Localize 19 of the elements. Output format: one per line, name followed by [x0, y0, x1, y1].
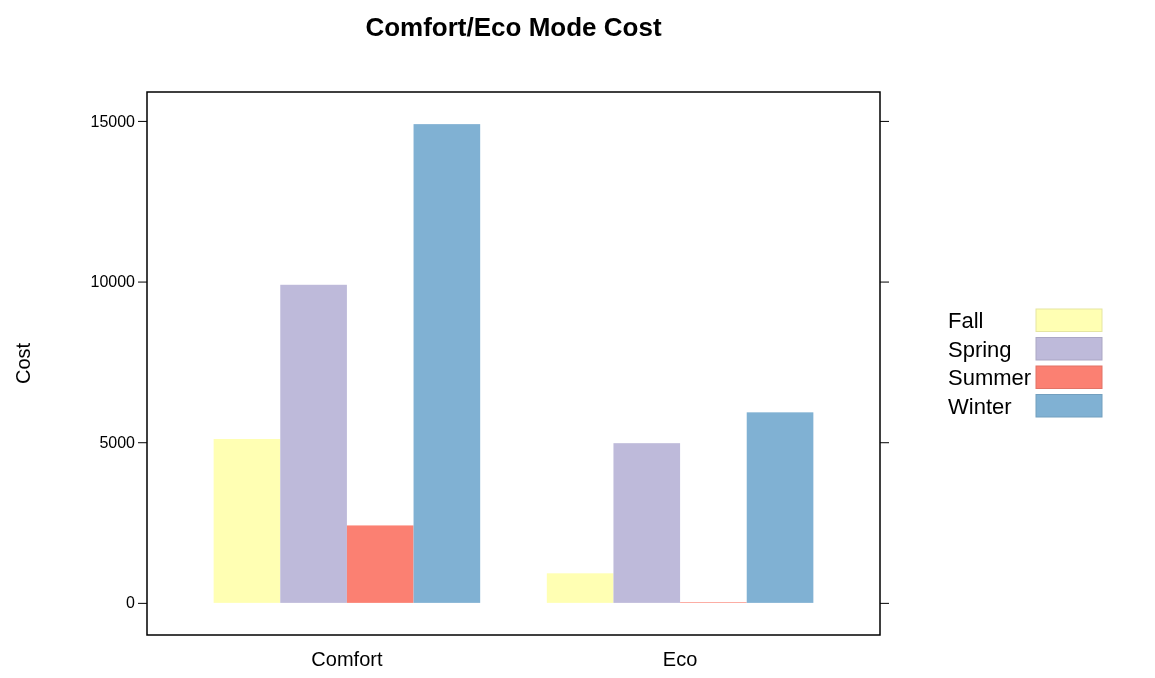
- y-tick-label: 10000: [90, 273, 136, 291]
- bar: [280, 284, 347, 603]
- bar: [746, 412, 814, 603]
- legend-label: Summer: [948, 365, 1032, 390]
- y-axis-title: Cost: [12, 342, 34, 385]
- bar: [213, 439, 281, 603]
- chart-title: Comfort/Eco Mode Cost: [365, 12, 662, 42]
- x-tick-label: Eco: [662, 648, 698, 670]
- legend-label: Spring: [948, 336, 1012, 362]
- legend-label: Fall: [948, 308, 984, 333]
- bar: [346, 525, 414, 603]
- legend-label: Winter: [948, 393, 1012, 419]
- y-tick-label: 5000: [99, 433, 136, 451]
- bar: [413, 124, 481, 603]
- bar: [613, 443, 681, 603]
- y-tick-label: 15000: [90, 112, 136, 130]
- x-tick-label: Comfort: [311, 648, 383, 670]
- y-tick-label: 0: [126, 594, 136, 612]
- bar: [546, 573, 614, 603]
